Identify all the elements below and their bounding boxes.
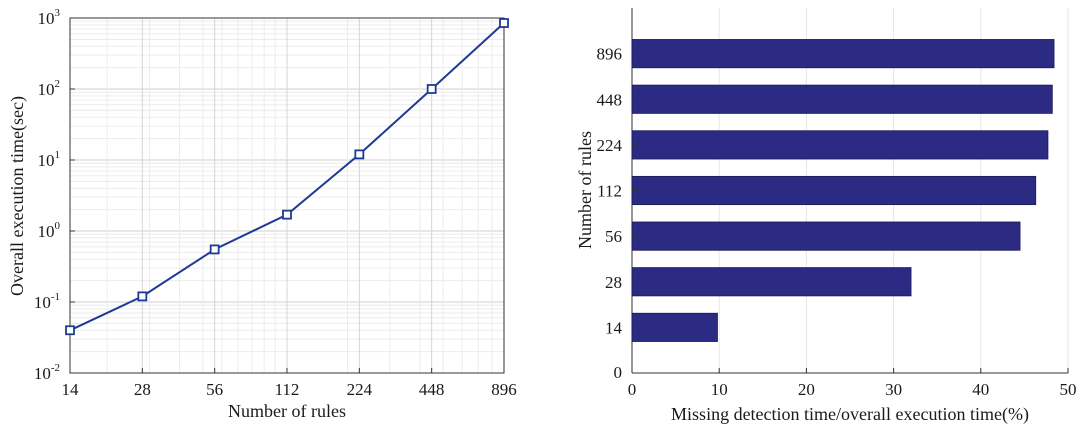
c2-y-tick-labels: 0 14 28 56 112 224 448 896	[597, 45, 637, 382]
c1-data-point	[137, 291, 148, 302]
c2-y-tick-label: 56	[605, 227, 622, 246]
c2-bar	[631, 221, 1021, 251]
c1-y-tick-base: 10	[38, 80, 55, 99]
c1-y-axis-label: Overall execution time(sec)	[7, 96, 28, 296]
c2-x-tick-label: 0	[628, 380, 637, 399]
c1-data-point	[282, 209, 292, 220]
c1-y-tick-label: 10-2	[34, 362, 60, 383]
c1-data-point	[65, 325, 75, 336]
c2-y-tick-label: 0	[614, 363, 623, 382]
c1-x-tick-label: 448	[419, 380, 445, 399]
c1-y-tick-exponent: 1	[55, 149, 61, 161]
c2-bar	[631, 267, 912, 297]
c1-y-tick-base: 10	[38, 9, 55, 28]
c1-y-tick-label: 102	[38, 78, 61, 99]
c2-x-tick-label: 10	[711, 380, 728, 399]
c1-y-tick-base: 10	[34, 293, 51, 312]
c2-x-tick-label: 50	[1060, 380, 1077, 399]
c2-x-tick-labels: 0 10 20 30 40 50	[628, 368, 1077, 399]
c2-bar	[631, 175, 1037, 206]
c2-y-tick-label: 14	[605, 318, 623, 337]
c1-data-point	[209, 244, 220, 255]
c1-x-tick-label: 28	[134, 380, 151, 399]
c2-y-tick-label: 224	[597, 136, 623, 155]
c2-y-tick-label: 112	[597, 182, 622, 201]
c1-data-point	[499, 18, 509, 28]
c1-x-tick-label: 14	[62, 380, 80, 399]
c2-bars	[631, 39, 1055, 342]
c1-x-tick-label: 224	[347, 380, 373, 399]
c1-y-tick-exponent: 3	[55, 7, 61, 19]
c1-x-tick-label: 112	[275, 380, 300, 399]
c2-bar	[631, 312, 718, 342]
c1-grid	[69, 18, 505, 373]
c1-y-tick-label: 100	[38, 220, 61, 241]
c2-x-tick-label: 20	[798, 380, 815, 399]
c2-y-tick-label: 896	[597, 45, 623, 64]
c2-x-tick-label: 30	[885, 380, 902, 399]
c2-x-tick-label: 40	[972, 380, 989, 399]
c1-y-tick-exponent: -2	[51, 362, 60, 374]
missing-detection-ratio-chart: 0 14 28 56 112 224 448 896 0 10 20 30 40 50 Missing …	[575, 8, 1077, 425]
c2-bar	[631, 39, 1055, 69]
c1-x-tick-label: 56	[206, 380, 223, 399]
c1-y-tick-label: 103	[38, 7, 61, 28]
c1-x-axis-label: Number of rules	[228, 401, 346, 421]
c2-x-axis-label: Missing detection time/overall execution…	[671, 404, 1029, 425]
c1-x-tick-labels: 14 28 56 112 224 448 896	[62, 368, 517, 399]
c1-series	[65, 18, 509, 336]
c1-y-tick-exponent: 2	[55, 78, 61, 90]
c1-y-tick-exponent: 0	[55, 220, 61, 232]
c2-bar	[631, 84, 1053, 114]
c1-y-tick-exponent: -1	[51, 291, 60, 303]
c1-y-tick-label: 10-1	[34, 291, 60, 312]
c1-data-point	[354, 149, 365, 160]
c1-data-point	[426, 84, 437, 94]
c1-y-tick-label: 101	[38, 149, 61, 170]
c1-y-tick-base: 10	[38, 222, 55, 241]
c1-x-tick-label: 896	[491, 380, 517, 399]
c2-y-axis-label: Number of rules	[575, 131, 595, 249]
c1-y-tick-base: 10	[34, 364, 51, 383]
c2-y-tick-label: 448	[597, 90, 623, 109]
c2-y-tick-label: 28	[605, 273, 622, 292]
c1-y-tick-base: 10	[38, 151, 55, 170]
c2-bar	[631, 130, 1049, 160]
